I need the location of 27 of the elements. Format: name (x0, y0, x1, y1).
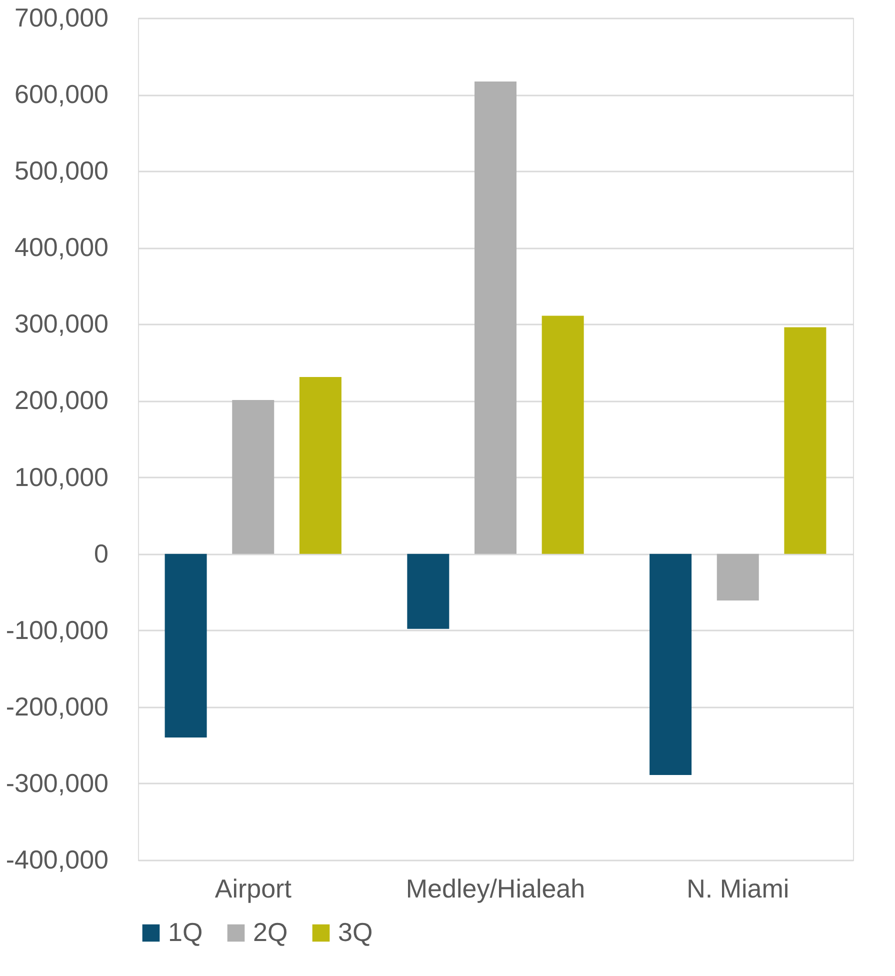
y-tick-label: -100,000 (6, 614, 108, 645)
x-tick-label: Medley/Hialeah (406, 874, 586, 904)
y-tick-label: -300,000 (6, 768, 108, 798)
y-tick-label: 100,000 (14, 462, 108, 492)
bar (542, 316, 584, 554)
y-tick-label: 500,000 (14, 156, 108, 186)
bar (407, 554, 450, 629)
x-tick-label: N. Miami (686, 874, 790, 904)
y-tick-label: 600,000 (14, 79, 108, 110)
legend-label: 3Q (338, 917, 373, 947)
bar (299, 377, 342, 554)
y-tick-label: -200,000 (6, 691, 108, 722)
y-tick-label: 700,000 (14, 2, 108, 32)
bar (232, 400, 274, 554)
bar (784, 327, 826, 554)
x-tick-label: Airport (214, 874, 292, 904)
y-tick-label: 200,000 (14, 385, 108, 416)
bar (650, 554, 692, 776)
y-tick-label: 0 (94, 538, 108, 568)
bar (474, 82, 516, 554)
bar (164, 554, 207, 738)
y-tick-label: -400,000 (6, 844, 108, 874)
legend-label: 1Q (168, 917, 203, 947)
y-tick-label: 300,000 (14, 308, 108, 339)
legend-label: 2Q (253, 917, 288, 947)
y-tick-label: 400,000 (14, 232, 108, 262)
bar (716, 554, 759, 601)
